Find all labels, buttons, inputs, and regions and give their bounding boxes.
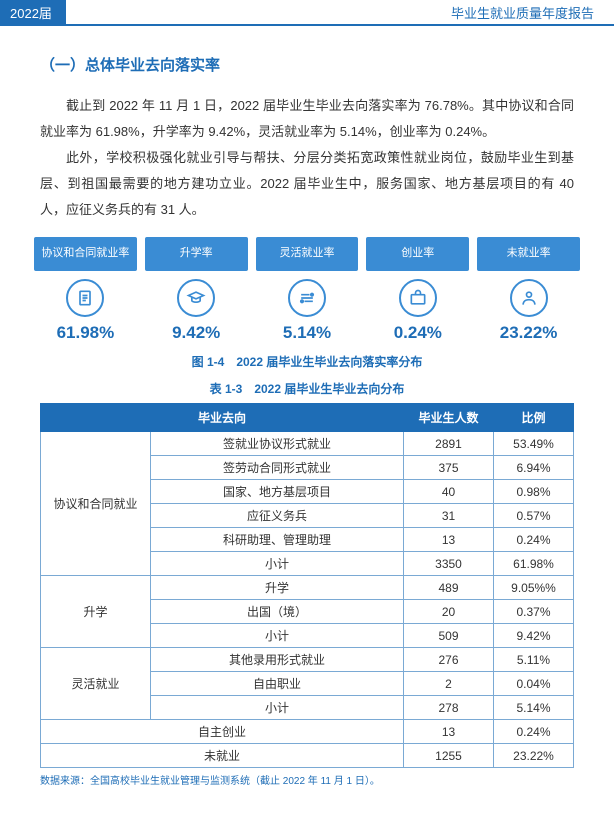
page-header: 2022届 毕业生就业质量年度报告 — [0, 0, 614, 26]
count-cell: 375 — [404, 456, 494, 480]
count-cell: 2891 — [404, 432, 494, 456]
count-cell: 31 — [404, 504, 494, 528]
tail-label-cell: 自主创业 — [41, 720, 404, 744]
stat-value: 0.24% — [366, 323, 469, 343]
stat-item-education: 升学率 9.42% — [145, 237, 248, 343]
table-row: 协议和合同就业签就业协议形式就业289153.49% — [41, 432, 574, 456]
percent-cell: 61.98% — [494, 552, 574, 576]
percent-cell: 5.11% — [494, 648, 574, 672]
col-percent: 比例 — [494, 404, 574, 432]
sub-label-cell: 签就业协议形式就业 — [151, 432, 404, 456]
percent-cell: 0.24% — [494, 528, 574, 552]
sub-label-cell: 小计 — [151, 624, 404, 648]
tail-label-cell: 未就业 — [41, 744, 404, 768]
flex-icon — [286, 277, 328, 319]
startup-icon — [397, 277, 439, 319]
sub-label-cell: 升学 — [151, 576, 404, 600]
stat-label: 创业率 — [366, 237, 469, 271]
percent-cell: 0.37% — [494, 600, 574, 624]
count-cell: 489 — [404, 576, 494, 600]
table-row: 灵活就业其他录用形式就业2765.11% — [41, 648, 574, 672]
percent-cell: 5.14% — [494, 696, 574, 720]
count-cell: 278 — [404, 696, 494, 720]
sub-label-cell: 应征义务兵 — [151, 504, 404, 528]
distribution-table: 毕业去向 毕业生人数 比例 协议和合同就业签就业协议形式就业289153.49%… — [40, 403, 574, 768]
sub-label-cell: 自由职业 — [151, 672, 404, 696]
paragraph-1: 截止到 2022 年 11 月 1 日，2022 届毕业生毕业去向落实率为 76… — [40, 93, 574, 145]
table-header-row: 毕业去向 毕业生人数 比例 — [41, 404, 574, 432]
sub-label-cell: 小计 — [151, 552, 404, 576]
document-icon — [64, 277, 106, 319]
stat-label: 灵活就业率 — [256, 237, 359, 271]
group-label-cell: 灵活就业 — [41, 648, 151, 720]
table-row: 升学升学4899.05%% — [41, 576, 574, 600]
header-title: 毕业生就业质量年度报告 — [451, 0, 614, 24]
count-cell: 276 — [404, 648, 494, 672]
count-cell: 20 — [404, 600, 494, 624]
stat-item-unemployed: 未就业率 23.22% — [477, 237, 580, 343]
paragraph-2: 此外，学校积极强化就业引导与帮扶、分层分类拓宽政策性就业岗位，鼓励毕业生到基层、… — [40, 145, 574, 223]
header-year-badge: 2022届 — [0, 0, 66, 24]
col-count: 毕业生人数 — [404, 404, 494, 432]
group-label-cell: 升学 — [41, 576, 151, 648]
stats-row: 协议和合同就业率 61.98% 升学率 9.42% 灵活就业率 — [30, 237, 584, 343]
count-cell: 13 — [404, 720, 494, 744]
table-row: 未就业125523.22% — [41, 744, 574, 768]
stat-label: 未就业率 — [477, 237, 580, 271]
group-label-cell: 协议和合同就业 — [41, 432, 151, 576]
stat-label: 协议和合同就业率 — [34, 237, 137, 271]
table-caption: 表 1-3 2022 届毕业生毕业去向分布 — [40, 380, 574, 397]
sub-label-cell: 签劳动合同形式就业 — [151, 456, 404, 480]
percent-cell: 0.04% — [494, 672, 574, 696]
person-icon — [508, 277, 550, 319]
percent-cell: 53.49% — [494, 432, 574, 456]
stat-value: 23.22% — [477, 323, 580, 343]
stat-item-flexible: 灵活就业率 5.14% — [256, 237, 359, 343]
percent-cell: 9.05%% — [494, 576, 574, 600]
count-cell: 40 — [404, 480, 494, 504]
count-cell: 1255 — [404, 744, 494, 768]
graduation-icon — [175, 277, 217, 319]
percent-cell: 0.57% — [494, 504, 574, 528]
table-row: 自主创业130.24% — [41, 720, 574, 744]
count-cell: 2 — [404, 672, 494, 696]
sub-label-cell: 科研助理、管理助理 — [151, 528, 404, 552]
percent-cell: 6.94% — [494, 456, 574, 480]
sub-label-cell: 出国（境） — [151, 600, 404, 624]
data-source-footnote: 数据来源：全国高校毕业生就业管理与监测系统（截止 2022 年 11 月 1 日… — [40, 772, 574, 787]
col-destination: 毕业去向 — [41, 404, 404, 432]
sub-label-cell: 小计 — [151, 696, 404, 720]
sub-label-cell: 国家、地方基层项目 — [151, 480, 404, 504]
stat-item-startup: 创业率 0.24% — [366, 237, 469, 343]
percent-cell: 0.98% — [494, 480, 574, 504]
stat-value: 61.98% — [34, 323, 137, 343]
count-cell: 509 — [404, 624, 494, 648]
figure-caption: 图 1-4 2022 届毕业生毕业去向落实率分布 — [40, 353, 574, 370]
count-cell: 3350 — [404, 552, 494, 576]
sub-label-cell: 其他录用形式就业 — [151, 648, 404, 672]
count-cell: 13 — [404, 528, 494, 552]
percent-cell: 23.22% — [494, 744, 574, 768]
stat-value: 5.14% — [256, 323, 359, 343]
stat-value: 9.42% — [145, 323, 248, 343]
stat-item-contract: 协议和合同就业率 61.98% — [34, 237, 137, 343]
percent-cell: 9.42% — [494, 624, 574, 648]
stat-label: 升学率 — [145, 237, 248, 271]
section-title: （一）总体毕业去向落实率 — [40, 54, 574, 75]
page-content: （一）总体毕业去向落实率 截止到 2022 年 11 月 1 日，2022 届毕… — [0, 26, 614, 768]
percent-cell: 0.24% — [494, 720, 574, 744]
